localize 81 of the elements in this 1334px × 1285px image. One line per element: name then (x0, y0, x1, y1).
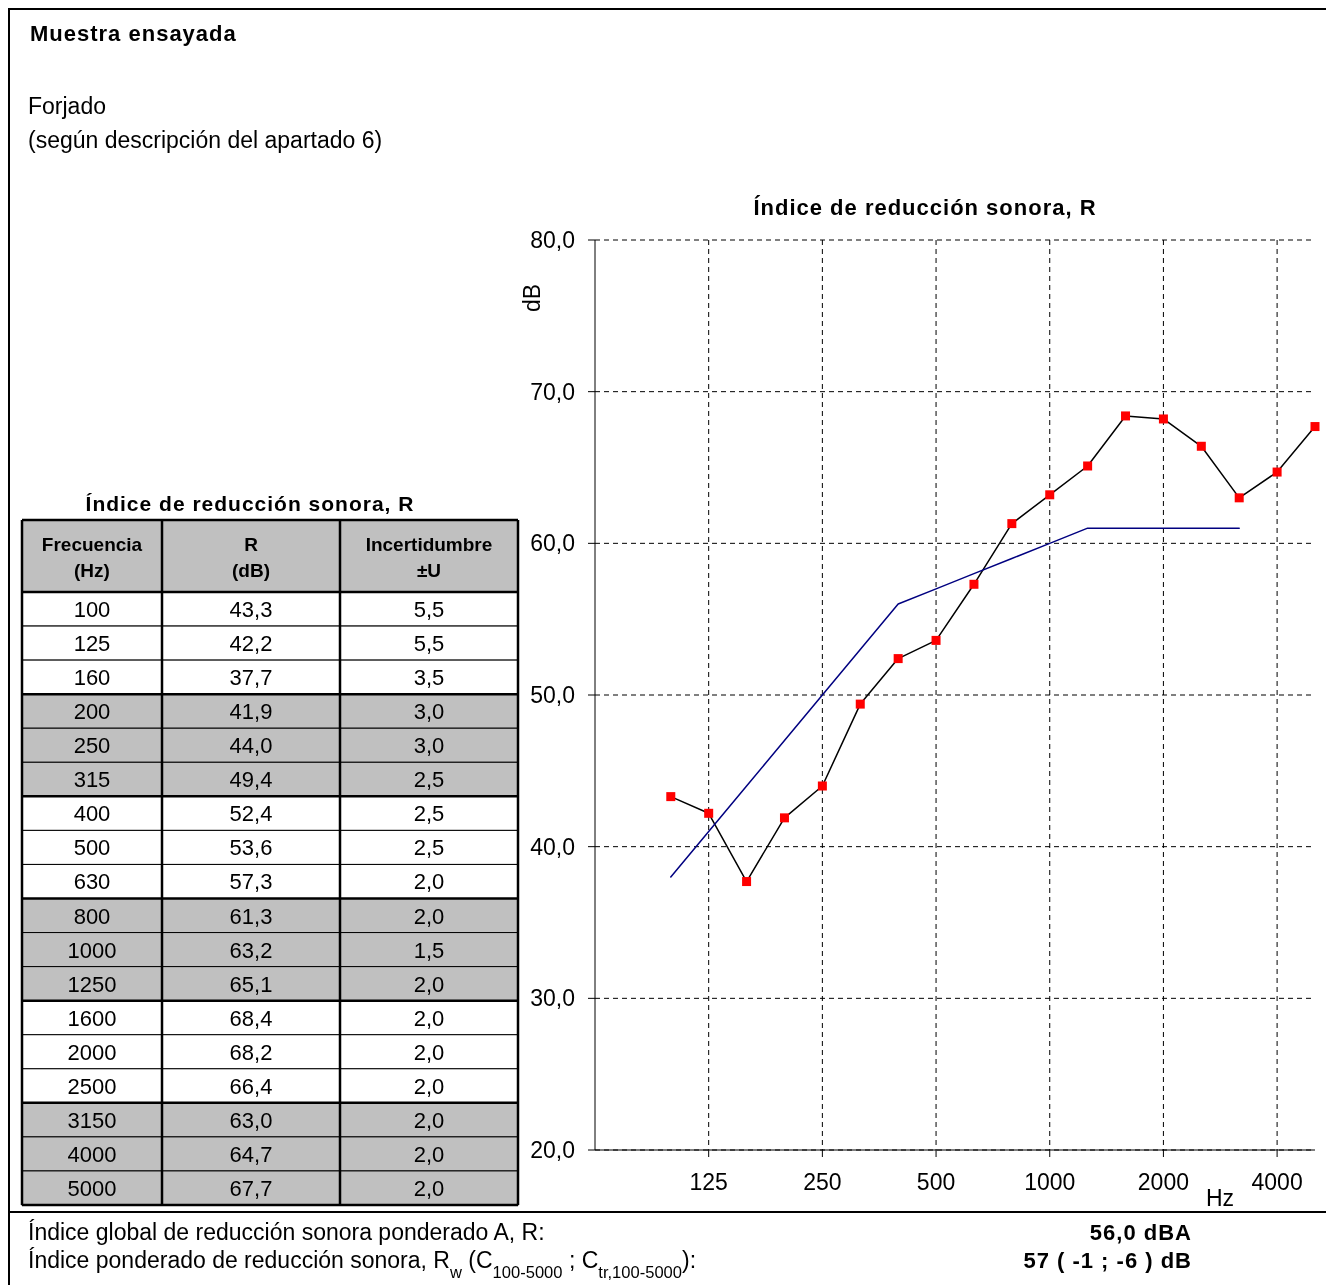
series-label: R (dB) (232, 534, 270, 581)
data-label: 3,5 (413, 665, 445, 691)
category-label: 1000 (67, 937, 117, 963)
x-axis-title: Hz (1205, 1185, 1235, 1211)
data-label: 49,4 (229, 767, 273, 793)
x-tick-label: 250 (803, 1169, 842, 1195)
data-label: 65,1 (229, 971, 273, 997)
category-label: 200 (73, 699, 111, 725)
data-label: 2,0 (413, 1141, 445, 1167)
data-label: 2,0 (413, 903, 445, 929)
y-tick-label: 40,0 (530, 833, 575, 860)
data-label: 2,5 (413, 835, 445, 861)
data-label: 42,2 (229, 631, 273, 657)
data-label: 2,0 (413, 971, 445, 997)
x-tick-label: 2000 (1137, 1169, 1190, 1195)
category-label: 500 (73, 835, 111, 861)
data-label: 63,0 (229, 1107, 273, 1133)
text: Índice ponderado de reducción sonora, R$_{w}$ (C$_{100-5000}$ ; C$_{tr,100-5000}$): (28, 1247, 697, 1282)
category-label: 1250 (67, 971, 117, 997)
category-label: 125 (73, 631, 111, 657)
data-label: 68,2 (229, 1039, 273, 1065)
data-label: 2,0 (413, 1107, 445, 1133)
data-label: 67,7 (229, 1175, 273, 1201)
text: Forjado (28, 93, 106, 119)
data-label: 57,3 (229, 869, 273, 895)
data-label: 3,0 (413, 733, 445, 759)
data-label: 2,0 (413, 1073, 445, 1099)
category-label: 3150 (67, 1107, 117, 1133)
text: Frecuencia (Hz) (41, 534, 143, 581)
x-tick-label: 125 (689, 1169, 728, 1195)
y-tick-label: 70,0 (530, 378, 575, 405)
data-label: 66,4 (229, 1073, 273, 1099)
category-label: 630 (73, 869, 111, 895)
category-label: 5000 (67, 1175, 117, 1201)
text: Muestra ensayada (30, 21, 237, 46)
y-tick-label: 80,0 (530, 227, 575, 253)
category-label: 800 (73, 903, 111, 929)
x-tick-label: 500 (916, 1169, 956, 1195)
category-label: 315 (73, 767, 111, 793)
data-label: 2,0 (413, 1175, 445, 1201)
text: Índice de reducción sonora, R (85, 492, 415, 515)
data-label: 52,4 (229, 801, 273, 827)
category-label: 1600 (67, 1005, 117, 1031)
x-tick-label: 1000 (1024, 1169, 1076, 1195)
data-label: 37,7 (229, 665, 273, 691)
category-label: 400 (73, 801, 111, 827)
category-label: 4000 (67, 1141, 117, 1167)
category-label: 100 (73, 597, 111, 623)
text: Índice global de reducción sonora ponderado A, R: (28, 1219, 545, 1245)
y-tick-label: 30,0 (530, 985, 575, 1012)
data-label: 2,0 (413, 1005, 445, 1031)
data-label: 68,4 (229, 1005, 273, 1031)
x-tick-label: 4000 (1251, 1169, 1303, 1195)
text: Incertidumbre ±U (365, 534, 493, 581)
data-label: 2,0 (413, 1039, 445, 1065)
y-tick-label: 50,0 (530, 682, 575, 708)
data-label: 44,0 (229, 733, 273, 759)
text: 57 ( -1 ; -6 ) dB (1023, 1248, 1192, 1273)
data-label: 2,5 (413, 767, 445, 793)
category-label: 2000 (67, 1039, 117, 1065)
data-label: 43,3 (229, 597, 273, 623)
data-label: 61,3 (229, 903, 273, 929)
category-label: 2500 (67, 1073, 117, 1099)
data-label: 2,0 (413, 869, 445, 895)
data-label: 64,7 (229, 1141, 273, 1167)
text: 56,0 dBA (1089, 1220, 1192, 1245)
category-label: 250 (73, 733, 111, 759)
text: (según descripción del apartado 6) (28, 127, 383, 153)
y-tick-label: 20,0 (530, 1137, 575, 1163)
data-label: 3,0 (413, 699, 445, 725)
chart-title: Índice de reducción sonora, R (753, 195, 1097, 220)
y-tick-label: 60,0 (530, 530, 575, 557)
data-label: 53,6 (229, 835, 273, 861)
data-label: 1,5 (413, 937, 445, 963)
data-label: 41,9 (229, 699, 273, 725)
category-label: 160 (73, 665, 111, 691)
data-label: 5,5 (413, 631, 445, 657)
data-label: 5,5 (413, 597, 445, 623)
data-label: 2,5 (413, 801, 445, 827)
data-label: 63,2 (229, 937, 273, 963)
y-axis-title: dB (519, 283, 545, 313)
